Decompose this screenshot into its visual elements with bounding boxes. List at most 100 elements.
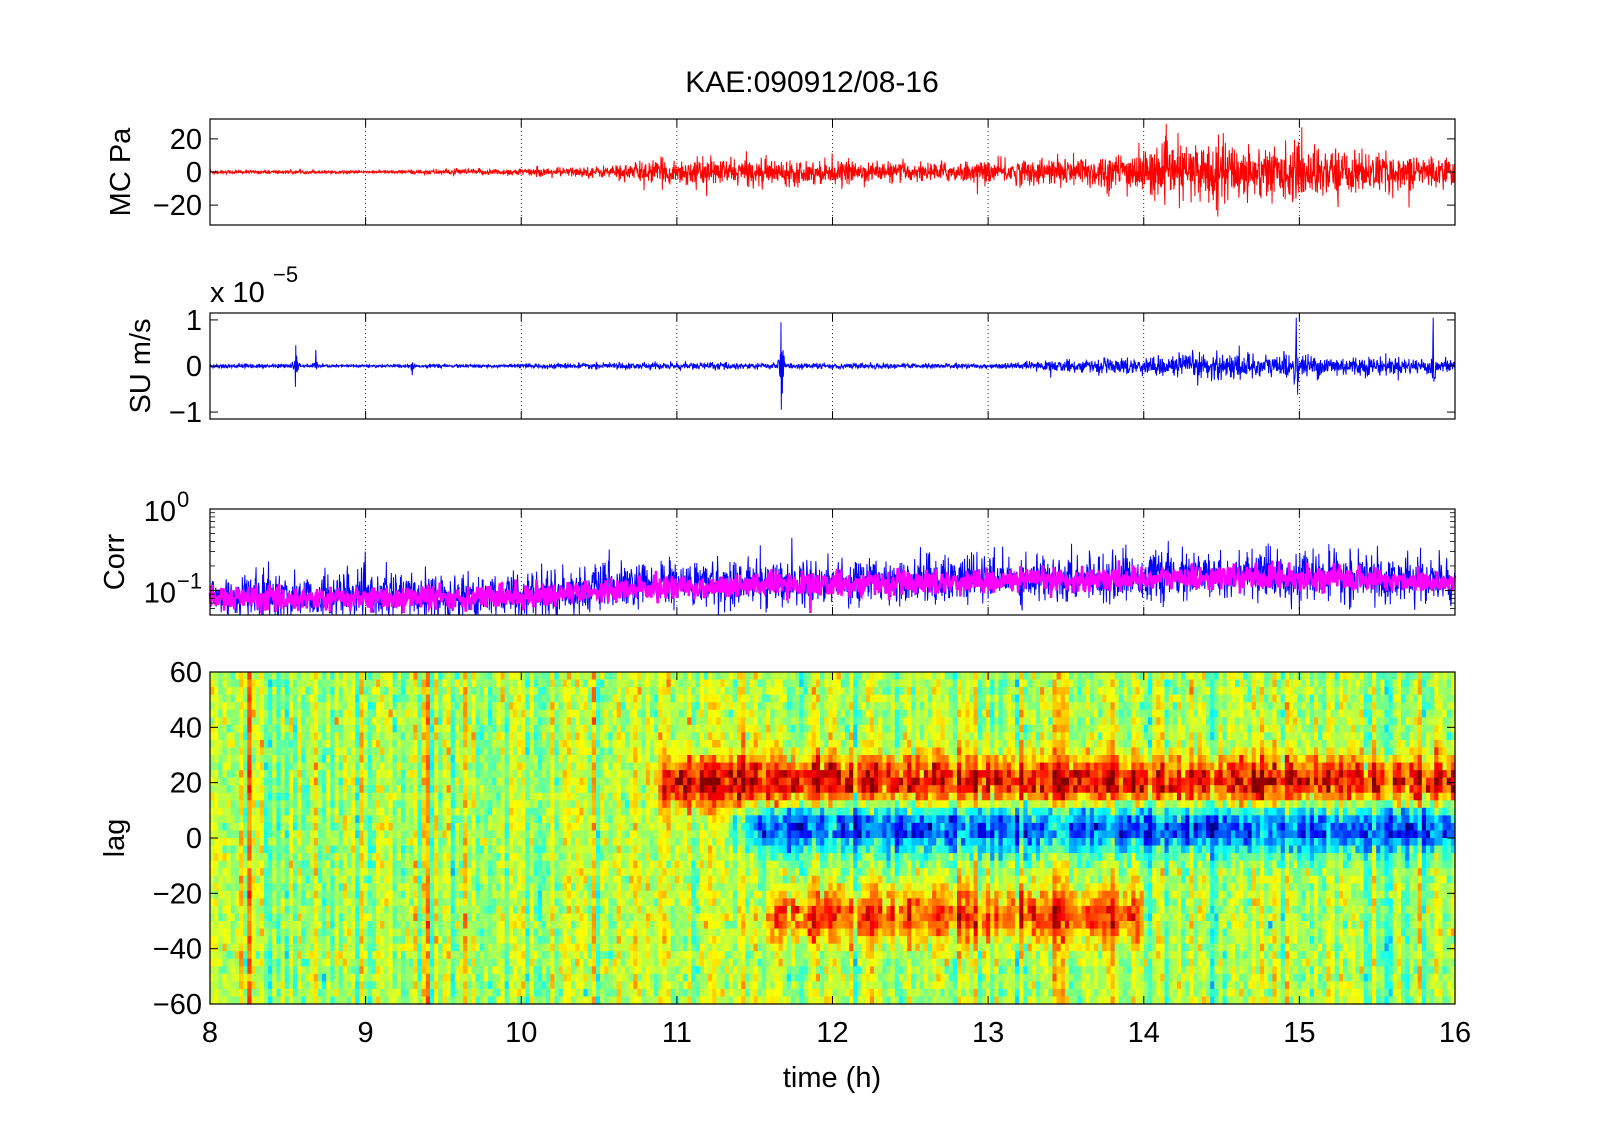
heatmap-cell [330, 800, 336, 809]
heatmap-cell [330, 687, 336, 696]
heatmap-cell [467, 739, 473, 749]
heatmap-cell [392, 770, 398, 779]
heatmap-cell [230, 792, 236, 801]
heatmap-cell [305, 739, 311, 749]
heatmap-cell [259, 739, 265, 749]
heatmap-cell [355, 845, 360, 854]
heatmap-cell [268, 958, 273, 967]
heatmap-cell [658, 732, 663, 741]
heatmap-cell [359, 770, 365, 779]
heatmap-cell [633, 890, 639, 899]
heatmap-cell [591, 739, 597, 749]
heatmap-cell [230, 958, 236, 967]
heatmap-cell [637, 936, 643, 945]
heatmap-cell [263, 717, 269, 726]
heatmap-cell [554, 838, 560, 847]
heatmap-cell [645, 724, 651, 733]
heatmap-cell [496, 739, 502, 749]
heatmap-cell [579, 687, 585, 696]
heatmap-cell [421, 936, 427, 945]
heatmap-cell [620, 860, 626, 869]
heatmap-cell [342, 687, 348, 696]
heatmap-cell [641, 800, 647, 809]
heatmap-cell [554, 679, 560, 688]
heatmap-cell [214, 732, 219, 741]
heatmap-cell [442, 958, 448, 967]
heatmap-cell [326, 672, 331, 681]
heatmap-cell [616, 860, 622, 869]
heatmap-cell [550, 860, 556, 869]
heatmap-cell [247, 936, 253, 945]
heatmap-cell [463, 845, 468, 854]
heatmap-cell [239, 747, 244, 756]
heatmap-cell [633, 709, 639, 718]
heatmap-cell [409, 943, 414, 952]
heatmap-cell [546, 868, 551, 877]
heatmap-cell [438, 792, 443, 801]
heatmap-cell [517, 943, 522, 952]
heatmap-cell [537, 913, 543, 922]
heatmap-cell [533, 807, 539, 816]
heatmap-cell [409, 988, 414, 998]
heatmap-cell [255, 875, 261, 884]
heatmap-cell [210, 913, 215, 922]
heatmap-cell [280, 928, 286, 937]
heatmap-cell [463, 709, 468, 718]
heatmap-cell [604, 913, 609, 922]
heatmap-cell [359, 815, 365, 824]
heatmap-cell [625, 739, 630, 749]
heatmap-cell [637, 747, 643, 756]
heatmap-cell [620, 883, 626, 892]
heatmap-cell [421, 988, 427, 998]
heatmap-cell [442, 845, 448, 854]
su-y-multiplier: x 10 [210, 277, 265, 309]
heatmap-cell [268, 928, 273, 937]
heatmap-cell [230, 905, 236, 915]
heatmap-cell [645, 717, 651, 726]
heatmap-cell [330, 860, 336, 869]
heatmap-cell [359, 785, 365, 794]
heatmap-cell [608, 958, 614, 967]
heatmap-cell [230, 724, 236, 733]
heatmap-cell [400, 890, 406, 899]
heatmap-cell [313, 694, 319, 703]
heatmap-cell [517, 966, 522, 975]
heatmap-cell [293, 996, 298, 1005]
heatmap-cell [367, 672, 373, 681]
heatmap-cell [658, 853, 663, 862]
heatmap-cell [380, 724, 385, 733]
heatmap-cell [654, 694, 659, 703]
heatmap-cell [309, 770, 315, 779]
heatmap-cell [247, 800, 253, 809]
heatmap-cell [488, 755, 493, 764]
heatmap-cell [454, 830, 460, 839]
heatmap-cell [612, 747, 618, 756]
heatmap-cell [351, 875, 356, 884]
heatmap-cell [293, 958, 298, 967]
heatmap-cell [342, 800, 348, 809]
heatmap-cell [371, 822, 377, 832]
heatmap-cell [317, 853, 323, 862]
heatmap-cell [272, 943, 277, 952]
heatmap-cell [405, 792, 410, 801]
heatmap-cell [438, 905, 443, 915]
heatmap-cell [243, 890, 248, 899]
heatmap-cell [591, 717, 597, 726]
heatmap-cell [355, 890, 360, 899]
heatmap-cell [243, 747, 248, 756]
heatmap-cell [255, 898, 261, 907]
heatmap-cell [587, 709, 593, 718]
heatmap-cell [351, 785, 356, 794]
heatmap-cell [525, 792, 531, 801]
heatmap-cell [583, 694, 589, 703]
heatmap-cell [550, 905, 556, 915]
heatmap-cell [380, 838, 385, 847]
heatmap-cell [243, 807, 248, 816]
heatmap-cell [342, 883, 348, 892]
heatmap-cell [293, 739, 298, 749]
heatmap-cell [210, 770, 215, 779]
heatmap-cell [417, 981, 423, 990]
heatmap-cell [637, 981, 643, 990]
heatmap-cell [284, 747, 290, 756]
heatmap-cell [338, 709, 344, 718]
